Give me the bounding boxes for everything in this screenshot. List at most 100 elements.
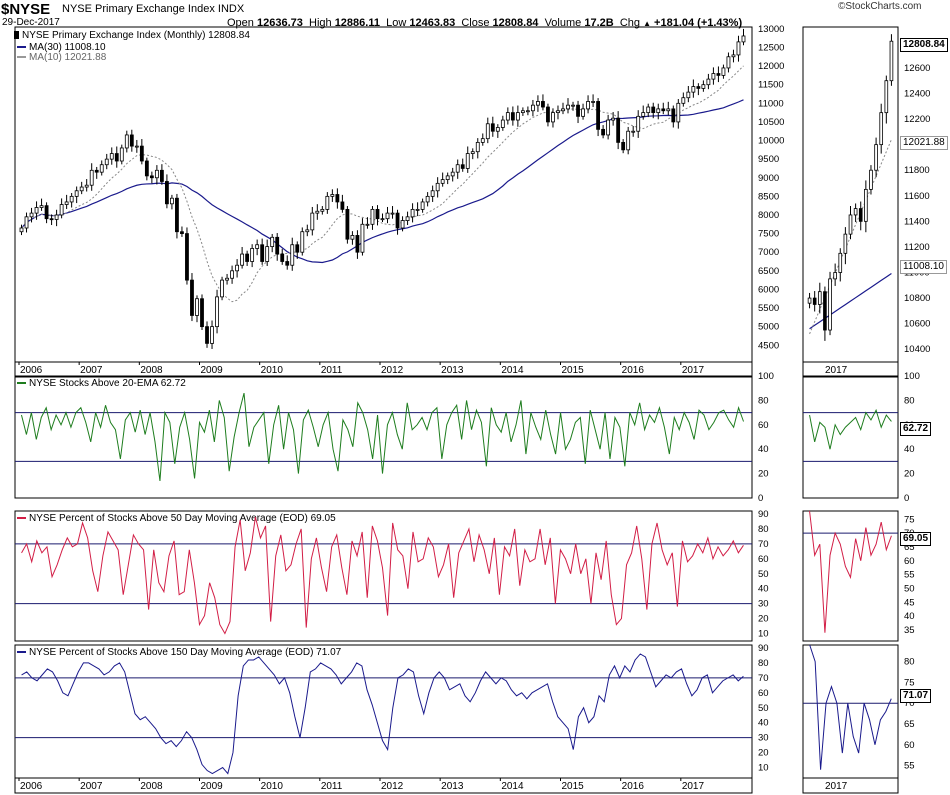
year-label: 2013 [441, 365, 464, 376]
candle-body [520, 110, 525, 114]
candle-body [124, 134, 129, 149]
zoom-indicator-y-tick-label: 60 [904, 740, 915, 751]
year-label: 2015 [561, 365, 584, 376]
candle-body [561, 108, 565, 112]
candle-body [606, 119, 611, 136]
indicator-y-tick-label: 60 [758, 554, 769, 565]
candle-body [34, 207, 39, 214]
candle-body [345, 208, 350, 240]
indicator-y-tick-label: 90 [758, 643, 769, 654]
zoom-candle-body [843, 233, 848, 254]
price-y-tick-label: 13000 [758, 24, 784, 35]
zoom-candle-body [869, 169, 873, 190]
price-y-tick-label: 10000 [758, 136, 784, 147]
candle-body [571, 104, 575, 107]
zoom-indicator-y-tick-label: 50 [904, 583, 915, 594]
candle-body [240, 253, 245, 266]
zoom-indicator-y-tick-label: 100 [904, 371, 920, 382]
candle-body [711, 73, 716, 80]
year-label: 2007 [80, 365, 103, 376]
zoom-panel-frame-2 [802, 510, 899, 642]
zoom-indicator-line [809, 510, 892, 633]
stockcharts-logo[interactable]: ©StockCharts.com [838, 1, 922, 12]
zoom-y-tick-label: 10400 [904, 344, 930, 355]
candle-body [295, 244, 300, 253]
candle-body [24, 216, 29, 229]
x-axis-strip-1 [14, 777, 753, 794]
candle-body [676, 102, 681, 123]
zoom-ma30-line [809, 273, 892, 330]
candle-body [641, 112, 646, 117]
candle-body [440, 179, 445, 184]
zoom-ma30-label: 11008.10 [900, 260, 947, 274]
candle-body [505, 112, 510, 121]
candle-body [29, 212, 34, 218]
year-label: 2011 [321, 781, 343, 792]
zoom-panel-frame-1 [802, 375, 899, 499]
candle-body [686, 91, 691, 99]
zoom-indicator-y-tick-label: 75 [904, 514, 915, 525]
year-label: 2007 [80, 781, 103, 792]
year-label: 2013 [441, 781, 464, 792]
candle-body [410, 208, 415, 218]
candle-body [536, 101, 540, 106]
zoom-indicator-y-tick-label: 80 [904, 395, 915, 406]
candle-body [395, 212, 400, 229]
zoom-indicator-y-tick-label: 80 [904, 657, 915, 668]
candle-body [230, 270, 234, 279]
indicator-line [20, 392, 744, 481]
high-value: 12886.11 [334, 17, 380, 29]
candle-body [671, 108, 676, 123]
candle-body [300, 231, 305, 253]
ma10-swatch-icon [17, 56, 26, 59]
candle-body [74, 190, 79, 197]
year-label: 2008 [140, 365, 163, 376]
candle-body [325, 195, 330, 210]
zoom-indicator-y-tick-label: 60 [904, 556, 915, 567]
year-label: 2006 [20, 781, 43, 792]
year-label: 2010 [261, 365, 284, 376]
low-label: Low [386, 17, 407, 29]
year-label: 2014 [501, 365, 524, 376]
candle-body [285, 261, 290, 266]
price-y-tick-label: 9500 [758, 154, 779, 165]
candle-body [129, 134, 134, 147]
candle-body [255, 244, 260, 249]
zoom-indicator-line [809, 408, 892, 450]
candle-body [500, 119, 505, 128]
pct50-last-label: 69.05 [900, 532, 932, 546]
indicator-line [21, 653, 744, 775]
candle-body [220, 279, 224, 298]
candle-body [44, 205, 49, 220]
candle-body [275, 236, 280, 255]
chg-value: +181.04 (+1.43%) [654, 17, 743, 29]
candle-body [165, 181, 169, 205]
indicator-y-tick-label: 50 [758, 703, 769, 714]
candle-body [170, 197, 174, 205]
ma30-legend: MA(30) 11008.10 [17, 42, 106, 53]
candle-body [94, 169, 99, 173]
price-y-tick-label: 6000 [758, 284, 779, 295]
candle-body [475, 141, 480, 153]
candle-body [666, 108, 671, 112]
zoom-candle-body [879, 112, 884, 146]
candle-body [104, 158, 109, 166]
candle-body [144, 160, 149, 177]
candle-body [400, 220, 405, 229]
ma30-swatch-icon [17, 46, 26, 49]
candle-body [510, 112, 515, 121]
zoom-y-tick-label: 12400 [904, 88, 930, 99]
candle-body [586, 101, 590, 110]
zoom-indicator-line [809, 644, 892, 770]
zoom-indicator-y-tick-label: 20 [904, 469, 915, 480]
candle-body [470, 151, 475, 154]
candle-body [305, 229, 310, 233]
up-arrow-icon: ▲ [643, 19, 651, 28]
ohlc-summary: Open 12636.73 High 12886.11 Low 12463.83… [227, 17, 742, 29]
year-label: 2016 [622, 781, 645, 792]
candle-body [716, 73, 721, 76]
zoom-candle-body [812, 297, 817, 305]
candle-body [154, 169, 159, 179]
candle-body [681, 97, 686, 104]
